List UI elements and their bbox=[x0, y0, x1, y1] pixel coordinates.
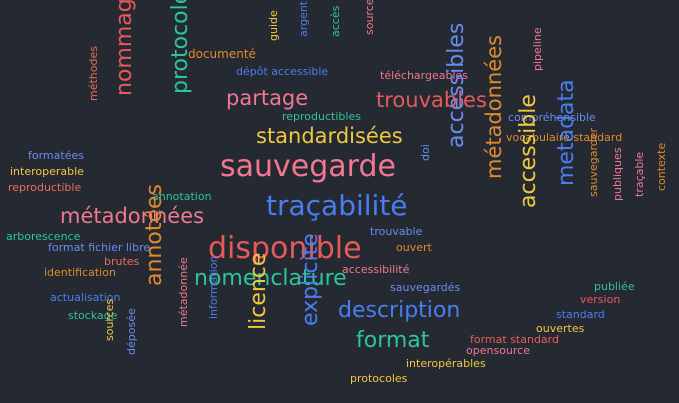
word-protocoles-61: protocoles bbox=[350, 372, 408, 385]
word-acces-3: accès bbox=[329, 5, 342, 37]
word-nomenclature-42: nomenclature bbox=[194, 266, 347, 291]
word-documente-0: documenté bbox=[188, 47, 256, 61]
word-publiques-27: publiques bbox=[611, 147, 624, 201]
word-metadata-24: metadata bbox=[554, 79, 579, 186]
word-standard-49: standard bbox=[556, 308, 605, 321]
word-opensource-52: opensource bbox=[466, 344, 530, 357]
word-version-45: version bbox=[580, 293, 621, 306]
word-format-fichier-libre-35: format fichier libre bbox=[48, 241, 151, 254]
word-contexte-29: contexte bbox=[655, 142, 668, 191]
word-trouvable-34: trouvable bbox=[370, 225, 423, 238]
word-ouvert-36: ouvert bbox=[396, 241, 432, 254]
word-format-59: format bbox=[356, 328, 430, 353]
word-metadonnees-23: métadonnées bbox=[482, 34, 506, 179]
word-trouvables-9: trouvables bbox=[376, 88, 487, 112]
word-sources-53: sources bbox=[103, 298, 116, 341]
word-protocole-12: protocole bbox=[168, 0, 193, 94]
word-tracabilite-31: traçabilité bbox=[266, 189, 408, 222]
word-nommage-11: nommage bbox=[112, 0, 137, 96]
word-tracable-28: traçable bbox=[633, 151, 646, 197]
word-annotees-40: annotées bbox=[142, 184, 167, 286]
word-interoperable-18: interoperable bbox=[10, 165, 84, 178]
word-brutes-38: brutes bbox=[104, 255, 140, 268]
word-comprehensible-14: compréhensible bbox=[508, 111, 596, 124]
word-stockage-47: stockage bbox=[68, 309, 118, 322]
word-guide-1: guide bbox=[267, 10, 280, 41]
word-deposee-54: déposée bbox=[125, 308, 138, 355]
word-format-standard-51: format standard bbox=[470, 333, 559, 346]
word-argent-2: argent bbox=[297, 0, 310, 37]
word-methodes-10: méthodes bbox=[87, 46, 100, 101]
word-accessible-25: accessible bbox=[516, 94, 541, 208]
word-information-56: information bbox=[207, 255, 220, 320]
word-actualisation-46: actualisation bbox=[50, 291, 121, 304]
word-publiee-44: publiée bbox=[594, 280, 635, 293]
word-source-4: source bbox=[363, 0, 376, 35]
word-metadonnee-55: métadonnée bbox=[177, 257, 190, 327]
word-reproductibles-13: reproductibles bbox=[282, 110, 361, 123]
word-formatees-17: formatées bbox=[28, 149, 84, 162]
word-licence-57: licence bbox=[246, 252, 271, 330]
word-partage-8: partage bbox=[226, 86, 309, 110]
word-depot-accessible-5: dépôt accessible bbox=[236, 65, 329, 78]
word-reproductible-19: reproductible bbox=[8, 181, 82, 194]
word-arborescence-33: arborescence bbox=[6, 230, 81, 243]
word-pipeline-7: pipeline bbox=[531, 27, 544, 71]
word-standardisees-15: standardisées bbox=[256, 124, 403, 148]
word-annotation-30: annotation bbox=[152, 190, 212, 203]
word-interoperables-60: interopérables bbox=[406, 357, 486, 370]
word-sauvegarde-20: sauvegarde bbox=[220, 149, 396, 184]
word-vocabulaire-standard-16: vocabulaire standard bbox=[506, 131, 623, 144]
word-ouvertes-50: ouvertes bbox=[536, 322, 585, 335]
word-explicite-58: explicite bbox=[298, 233, 323, 326]
word-accessibilite-41: accessibilité bbox=[342, 263, 410, 276]
word-telechargeables-6: téléchargeables bbox=[380, 69, 469, 82]
word-sauvegarder-26: sauvegarder bbox=[587, 127, 600, 197]
word-metadonnees-32: métadonnées bbox=[60, 204, 205, 228]
word-disponible-37: disponible bbox=[208, 231, 362, 266]
word-accessibles-22: accessibles bbox=[444, 22, 469, 148]
word-sauvegardes-43: sauvegardés bbox=[390, 281, 461, 294]
word-identification-39: identification bbox=[44, 266, 116, 279]
word-doi-21: doi bbox=[419, 144, 432, 161]
word-description-48: description bbox=[338, 298, 461, 323]
